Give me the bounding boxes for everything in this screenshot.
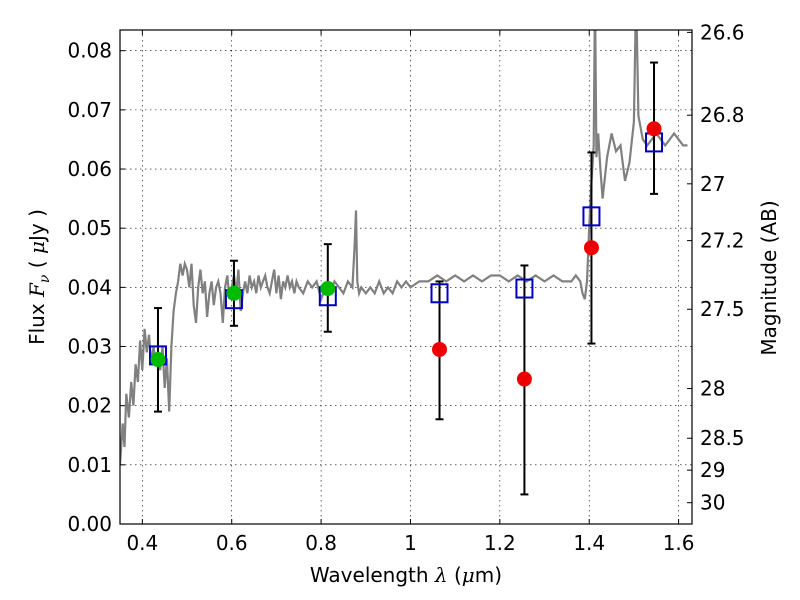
y2-tick-label: 26.8 <box>700 103 745 127</box>
y2-tick-label: 26.6 <box>700 20 745 44</box>
y-tick-label: 0.07 <box>67 98 112 122</box>
grid <box>120 30 692 525</box>
y2-tick-label: 30 <box>700 491 725 515</box>
x-tick-label: 1 <box>404 531 417 555</box>
measurement-point <box>320 281 336 297</box>
y-tick-label: 0.05 <box>67 216 112 240</box>
spectrum-layer <box>120 30 688 465</box>
y2-tick-label: 27.2 <box>700 229 745 253</box>
y2-tick-label: 27 <box>700 172 725 196</box>
x-tick-label: 0.8 <box>305 531 337 555</box>
measurement-point <box>432 341 448 357</box>
x-tick-labels: 0.4 0.6 0.8 1 1.2 1.4 1.6 <box>126 531 694 555</box>
y2-axis-label: Magnitude (AB) <box>757 200 781 355</box>
y2-tick-label: 28.5 <box>700 426 745 450</box>
y2-tick-label: 29 <box>700 458 725 482</box>
measurement-points <box>150 121 662 387</box>
y-tick-labels: 0.00 0.01 0.02 0.03 0.04 0.05 0.06 0.07 0.08 <box>67 39 112 536</box>
y2-tick-label: 27.5 <box>700 297 745 321</box>
errorbars <box>153 61 659 496</box>
y-tick-label: 0.01 <box>67 453 112 477</box>
y-tick-label: 0.08 <box>67 39 112 63</box>
y2-tick-labels: 26.6 26.8 27 27.2 27.5 28 28.5 29 30 <box>700 20 745 514</box>
measurement-point <box>226 285 242 301</box>
x-tick-label: 1.6 <box>663 531 695 555</box>
x-tick-label: 0.6 <box>216 531 248 555</box>
x-tick-label: 1.4 <box>573 531 605 555</box>
y-tick-label: 0.00 <box>67 512 112 536</box>
y-tick-label: 0.02 <box>67 394 112 418</box>
y-tick-label: 0.04 <box>67 275 112 299</box>
ticks <box>120 30 692 525</box>
y-axis-label: Flux Fν ( μJy ) <box>25 209 53 345</box>
measurement-point <box>646 121 662 137</box>
model-point <box>582 206 601 227</box>
y-tick-label: 0.06 <box>67 157 112 181</box>
model-point <box>515 278 534 299</box>
model-point <box>430 283 449 304</box>
y2-tick-label: 28 <box>700 377 725 401</box>
x-tick-label: 0.4 <box>126 531 158 555</box>
plot-frame <box>119 29 693 525</box>
y-tick-label: 0.03 <box>67 335 112 359</box>
measurement-point <box>516 371 532 387</box>
measurement-point <box>150 352 166 368</box>
spectrum-line <box>120 30 688 465</box>
x-tick-label: 1.2 <box>484 531 516 555</box>
measurement-point <box>583 240 599 256</box>
x-axis-label: Wavelength λ (μm) <box>310 563 502 587</box>
